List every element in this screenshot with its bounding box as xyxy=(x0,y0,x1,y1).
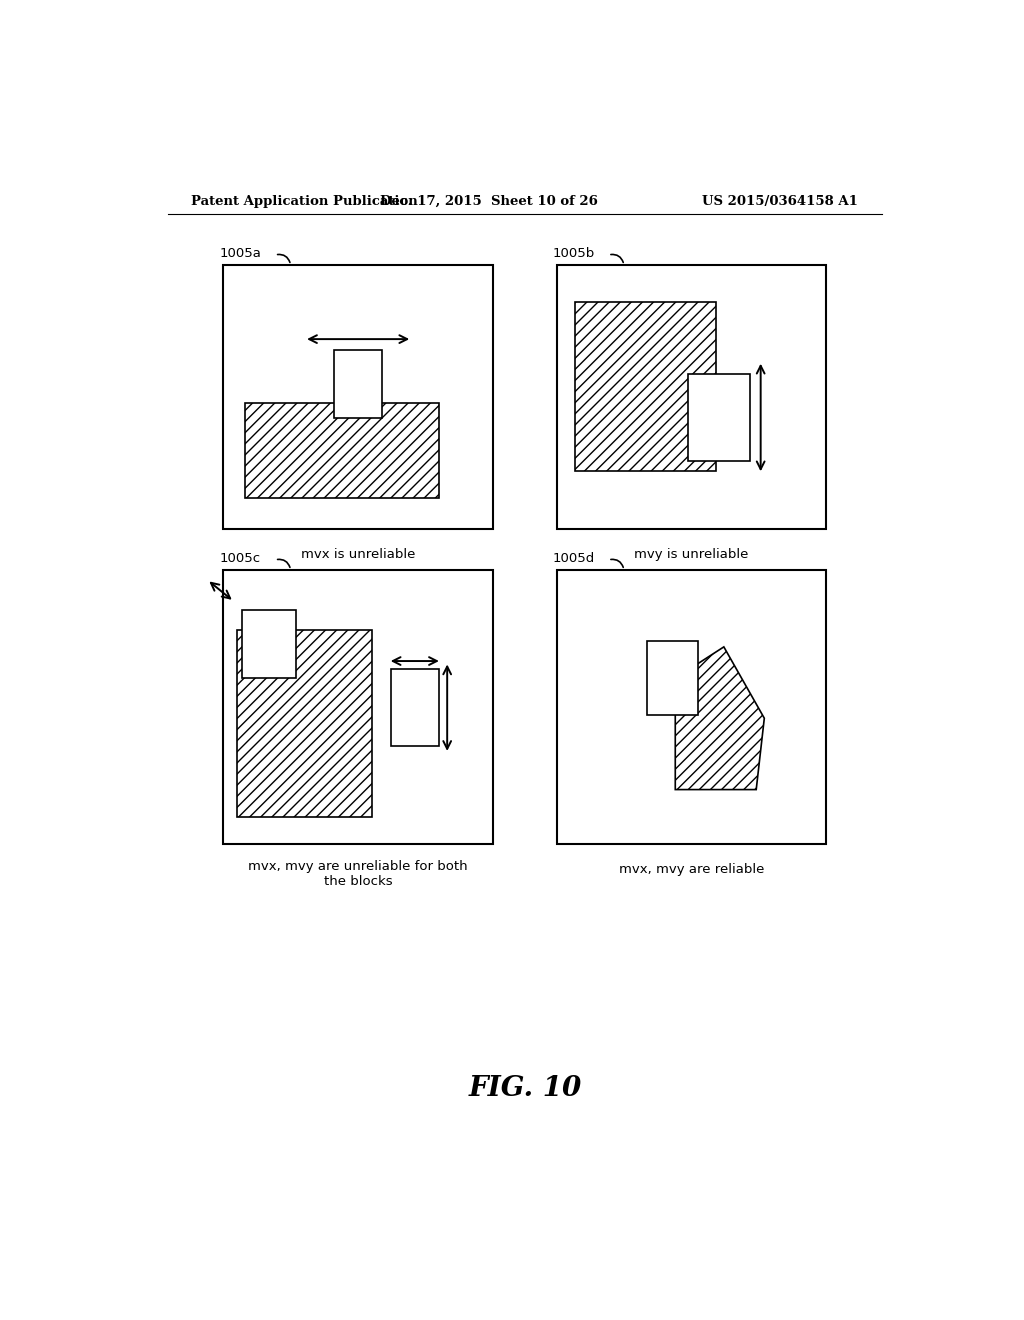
Bar xyxy=(688,374,750,461)
Bar xyxy=(390,669,439,746)
Text: Patent Application Publication: Patent Application Publication xyxy=(191,194,418,207)
Text: 1005c: 1005c xyxy=(219,552,260,565)
Text: 1005b: 1005b xyxy=(553,247,595,260)
Bar xyxy=(223,570,494,845)
Text: mvx, mvy are unreliable for both
the blocks: mvx, mvy are unreliable for both the blo… xyxy=(249,859,468,888)
Bar xyxy=(242,610,296,678)
Bar xyxy=(557,570,826,845)
Bar xyxy=(557,265,826,529)
Bar xyxy=(223,265,494,529)
Text: FIG. 10: FIG. 10 xyxy=(468,1074,582,1102)
Text: US 2015/0364158 A1: US 2015/0364158 A1 xyxy=(702,194,858,207)
Polygon shape xyxy=(675,647,764,789)
Bar xyxy=(237,631,372,817)
Bar xyxy=(575,302,716,471)
Text: 1005a: 1005a xyxy=(219,247,261,260)
Text: mvx, mvy are reliable: mvx, mvy are reliable xyxy=(618,863,764,875)
Text: mvx is unreliable: mvx is unreliable xyxy=(301,548,416,561)
Bar xyxy=(647,642,698,715)
Bar xyxy=(334,350,382,418)
Text: 1005d: 1005d xyxy=(553,552,595,565)
Text: mvy is unreliable: mvy is unreliable xyxy=(634,548,749,561)
Text: Dec. 17, 2015  Sheet 10 of 26: Dec. 17, 2015 Sheet 10 of 26 xyxy=(380,194,598,207)
Bar xyxy=(245,403,439,498)
